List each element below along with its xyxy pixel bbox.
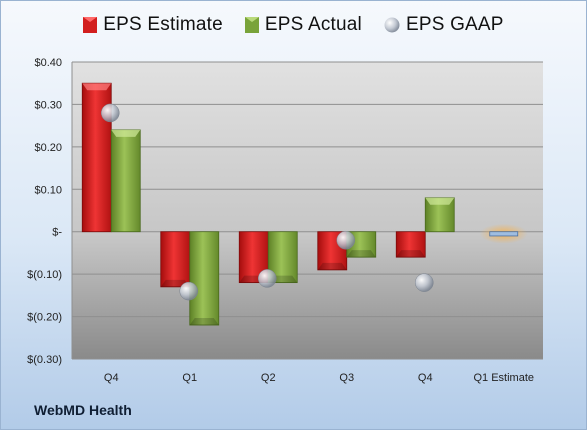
- bar-icon-green: [244, 17, 259, 33]
- gaap-markers: [101, 103, 434, 301]
- y-tick-label: $-: [52, 227, 62, 239]
- legend: EPS Estimate EPS Actual EPS GAAP: [0, 14, 587, 36]
- plot-area: [72, 62, 543, 359]
- y-tick-label: $(0.10): [27, 269, 62, 281]
- estimate-next-quarter: [479, 223, 528, 244]
- bar-estimate: [160, 231, 191, 288]
- x-tick-label: Q4: [418, 372, 433, 384]
- legend-label-estimate: EPS Estimate: [103, 14, 223, 35]
- y-tick-label: $(0.20): [27, 312, 62, 324]
- x-tick-label: Q4: [104, 372, 119, 384]
- gridlines: [71, 61, 543, 360]
- plot-bg-negative: [72, 231, 543, 359]
- legend-item-actual: EPS Actual: [244, 14, 362, 36]
- bar-actual: [346, 231, 377, 258]
- gaap-marker: [258, 269, 277, 288]
- legend-item-estimate: EPS Estimate: [83, 14, 223, 36]
- x-tick-label: Q3: [339, 372, 354, 384]
- x-tick-label: Q1: [182, 372, 197, 384]
- gaap-marker: [415, 273, 434, 292]
- legend-label-actual: EPS Actual: [264, 14, 362, 35]
- x-tick-label: Q2: [261, 372, 276, 384]
- y-tick-label: $0.30: [34, 99, 62, 111]
- y-tick-label: $0.40: [34, 57, 62, 69]
- sphere-icon-gray: [384, 17, 400, 33]
- y-tick-label: $0.20: [34, 142, 62, 154]
- bar-actual: [424, 197, 455, 233]
- legend-item-gaap: EPS GAAP: [384, 14, 504, 36]
- x-tick-label: Q1 Estimate: [473, 372, 534, 384]
- legend-label-gaap: EPS GAAP: [405, 14, 504, 35]
- x-axis-ticks: Q4 Q1 Q2 Q3 Q4 Q1 Estimate: [104, 372, 534, 384]
- bar-actual: [110, 129, 141, 233]
- company-name: WebMD Health: [34, 402, 132, 418]
- bar-estimate: [395, 231, 426, 258]
- gaap-marker: [179, 281, 198, 301]
- gaap-marker: [336, 230, 355, 250]
- y-tick-label: $(0.30): [27, 354, 62, 366]
- y-axis-ticks: $0.40 $0.30 $0.20 $0.10 $- $(0.10) $(0.20) $(0.…: [27, 57, 62, 366]
- bar-icon-red: [83, 17, 98, 33]
- bar-actual: [189, 231, 220, 326]
- bar-estimate: [489, 231, 519, 237]
- gaap-marker: [101, 103, 120, 123]
- y-tick-label: $0.10: [34, 184, 62, 196]
